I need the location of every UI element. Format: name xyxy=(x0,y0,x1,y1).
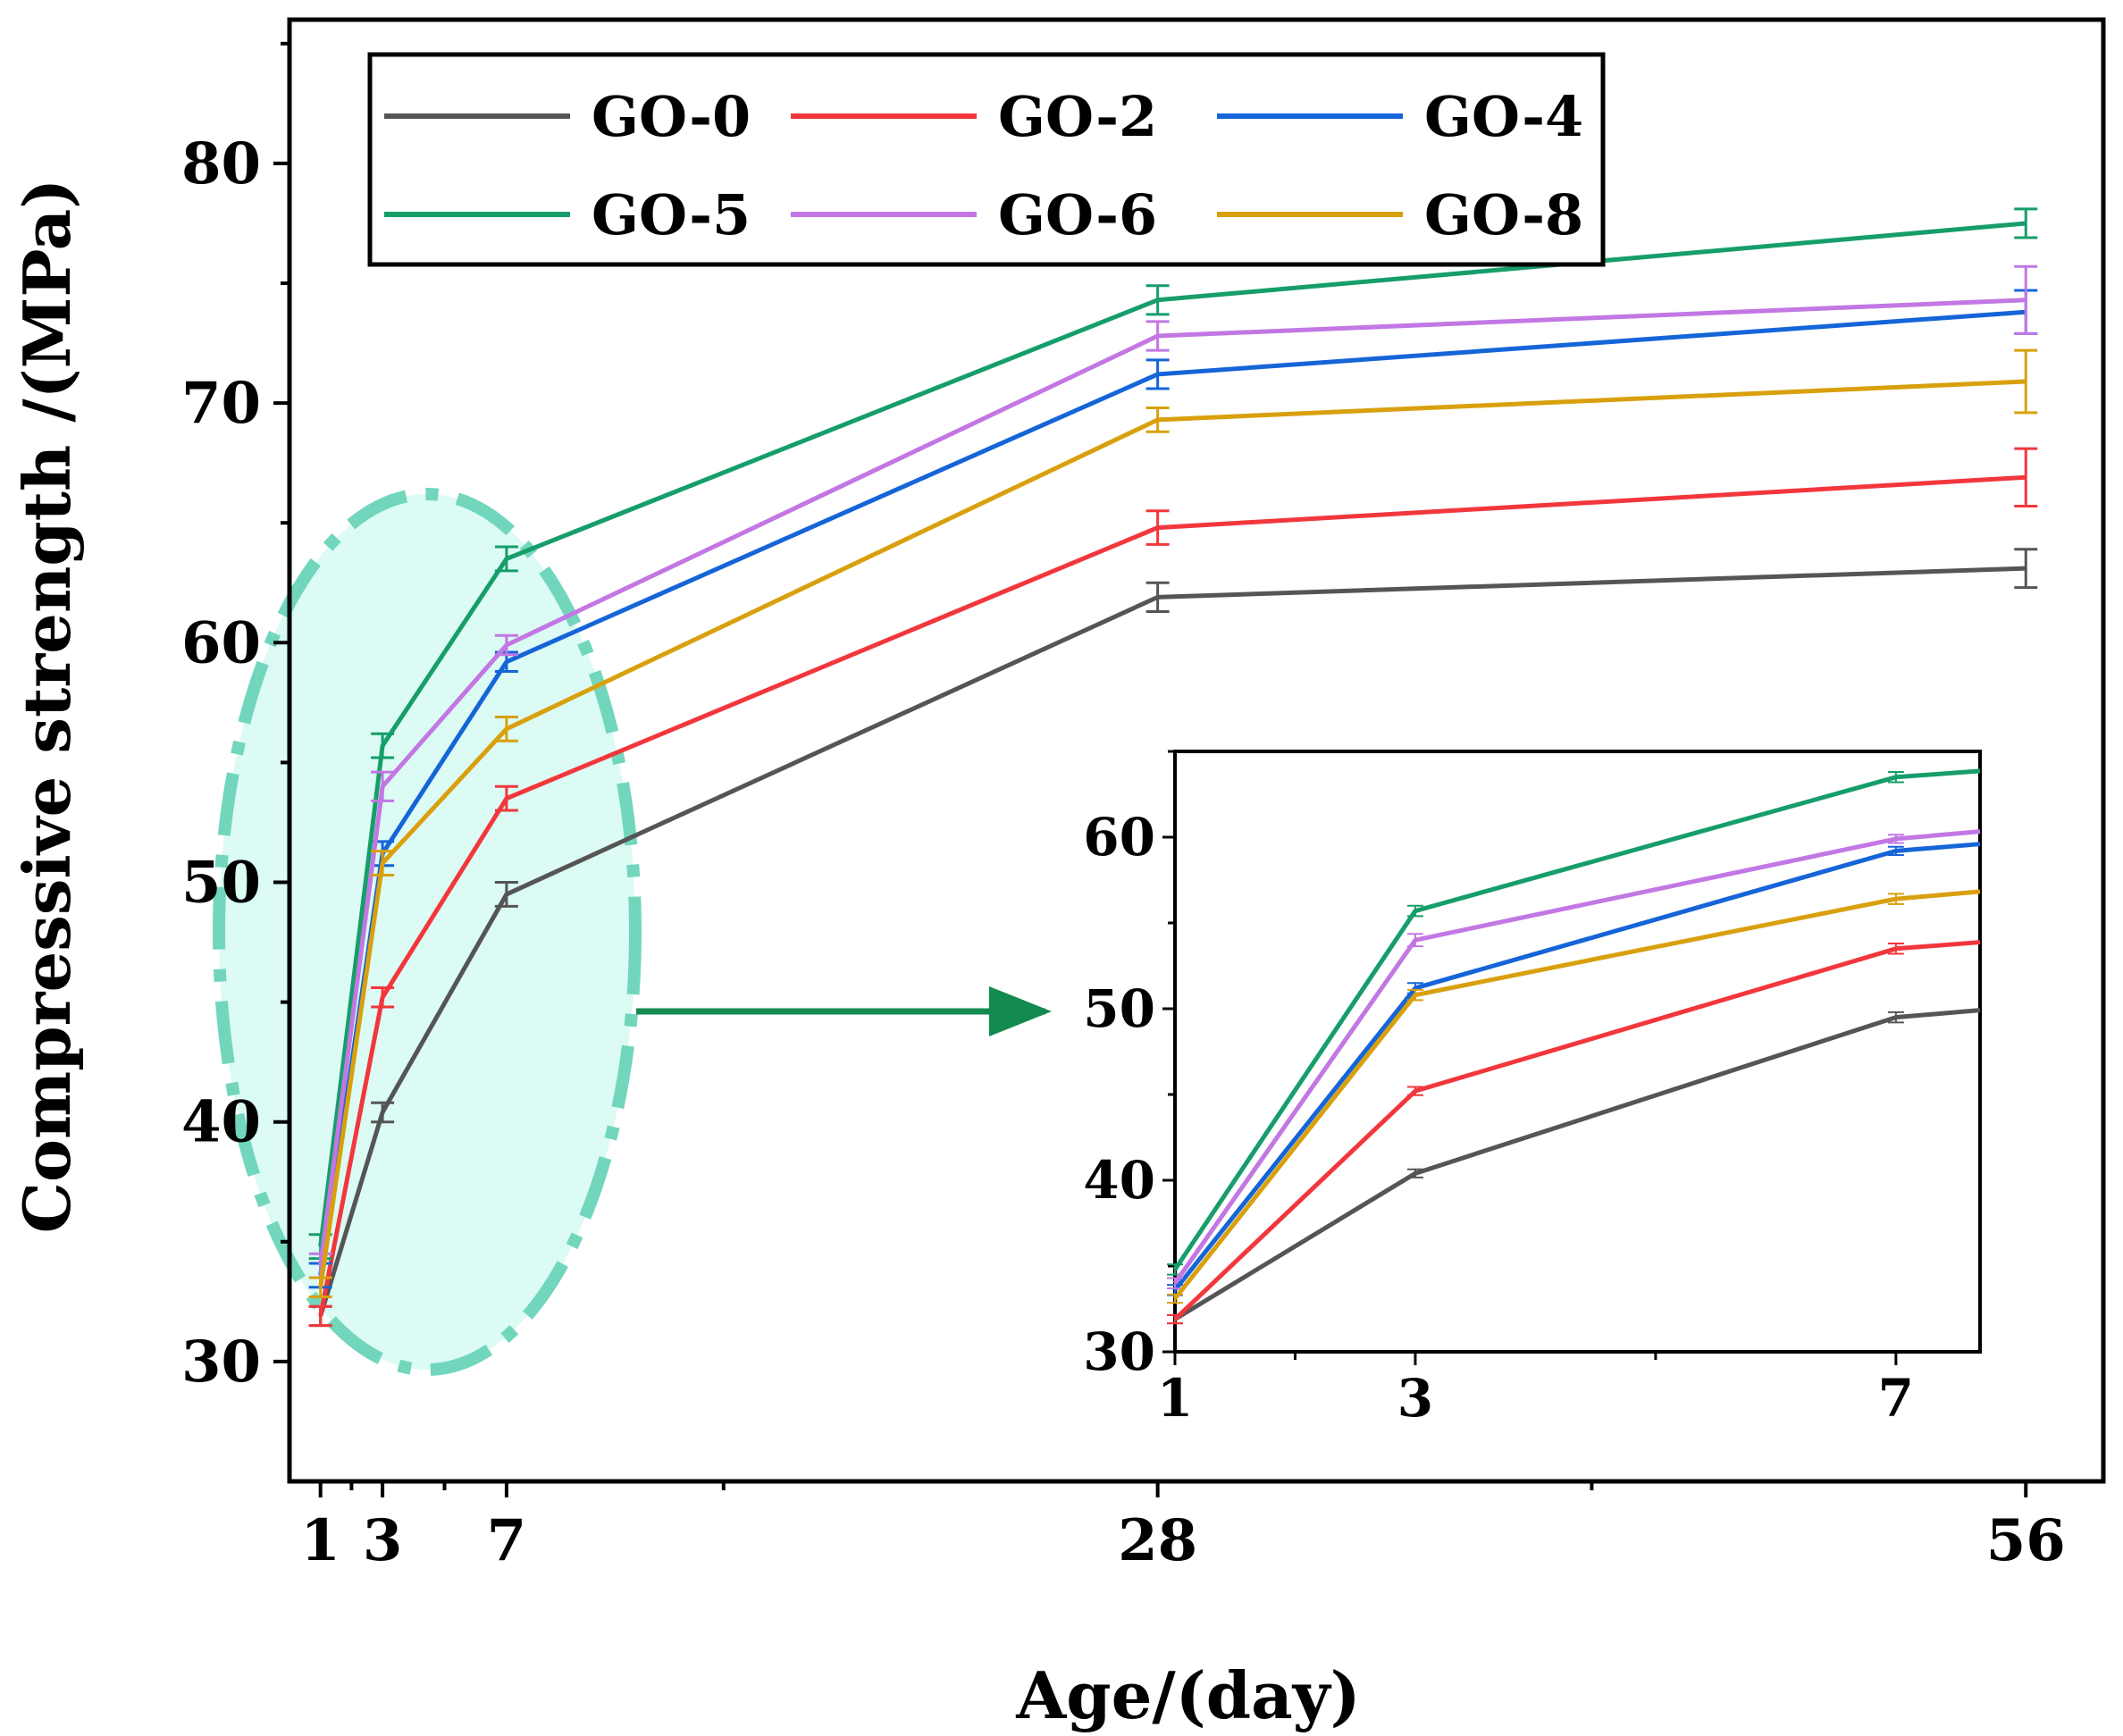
y-tick-label: 40 xyxy=(181,1089,261,1156)
inset-series-line-GO-0 xyxy=(1173,1008,1981,1321)
x-tick-label: 28 xyxy=(1118,1507,1197,1574)
inset-data-lines xyxy=(1167,768,1981,1325)
x-tick-label: 56 xyxy=(1986,1507,2066,1574)
inset-x-tick-label: 7 xyxy=(1878,1368,1914,1429)
legend-label-GO-5: GO-5 xyxy=(592,182,751,247)
legend-box xyxy=(367,52,1606,267)
legend-label-GO-8: GO-8 xyxy=(1424,182,1583,247)
y-tick-label: 50 xyxy=(181,850,261,917)
inset-y-tick-label: 40 xyxy=(1083,1150,1155,1211)
legend-label-GO-0: GO-0 xyxy=(592,84,751,149)
highlight-ellipse xyxy=(213,488,642,1376)
y-tick-label: 80 xyxy=(181,130,261,197)
inset-series-line-GO-6 xyxy=(1172,829,1981,1285)
inset-series-line-GO-5 xyxy=(1172,768,1981,1271)
inset-series-line-GO-8 xyxy=(1173,889,1981,1301)
main-plot-frame xyxy=(287,17,2106,1484)
inset-y-tick-label: 50 xyxy=(1083,978,1155,1039)
x-tick-label: 7 xyxy=(487,1507,527,1574)
inset-x-tick-label: 3 xyxy=(1397,1368,1433,1429)
legend: GO-0 GO-2 GO-4 GO-5 GO-6 GO-8 xyxy=(384,84,1583,247)
y-tick-label: 60 xyxy=(181,609,261,676)
legend-label-GO-6: GO-6 xyxy=(998,182,1157,247)
inset-axes: 30 40 50 60 1 3 7 xyxy=(1083,750,1914,1429)
inset-series-line-GO-4 xyxy=(1173,842,1981,1292)
x-tick-label: 1 xyxy=(300,1507,340,1574)
inset-x-tick-label: 1 xyxy=(1157,1368,1193,1429)
legend-label-GO-4: GO-4 xyxy=(1424,84,1583,149)
y-axis-title: Compressive strength /(MPa) xyxy=(9,179,85,1234)
inset-y-tick-label: 30 xyxy=(1083,1321,1155,1382)
y-tick-label: 30 xyxy=(181,1329,261,1396)
inset-y-tick-label: 60 xyxy=(1083,807,1155,868)
y-tick-label: 70 xyxy=(181,370,261,437)
x-axis-title: Age/(day) xyxy=(1015,1657,1360,1733)
main-data-lines xyxy=(308,207,2038,1328)
inset-series-line-GO-2 xyxy=(1173,940,1981,1321)
legend-label-GO-2: GO-2 xyxy=(998,84,1157,149)
inset-frame xyxy=(1173,750,1982,1354)
x-tick-label: 3 xyxy=(363,1507,403,1574)
